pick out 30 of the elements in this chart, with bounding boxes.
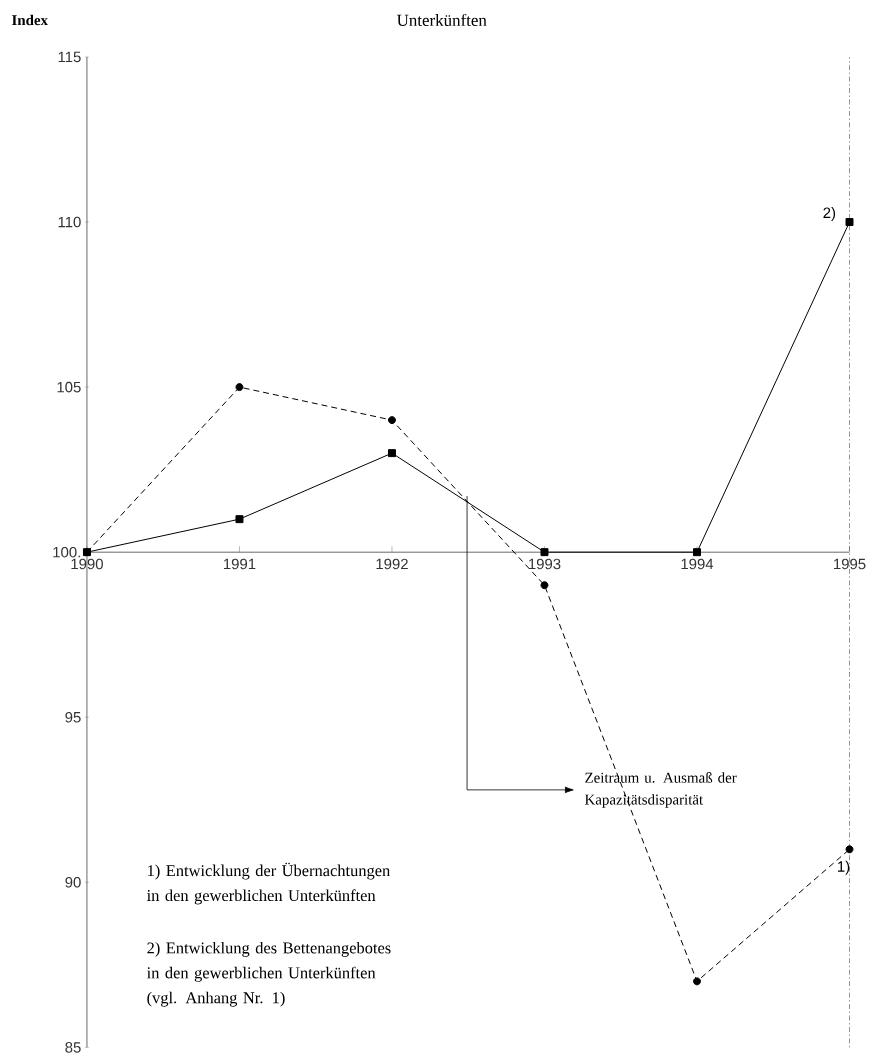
x-tick-label: 1991 — [223, 558, 256, 570]
y-tick-label: 90 — [65, 877, 81, 888]
annotation: 2) — [823, 207, 835, 221]
annotation: 2) Entwicklung des Bettenangebotes in den gewerblichen Unterkünften (vgl. Anhang Nr. 1) — [146, 941, 391, 1007]
y-tick-label: 115 — [58, 51, 81, 63]
annotation: 1) — [837, 860, 849, 875]
point — [387, 449, 396, 458]
point — [692, 977, 701, 986]
x-tick-label: 1992 — [376, 558, 408, 570]
x-tick-label: 1990 — [71, 558, 103, 570]
y-axis-title: Index — [11, 14, 48, 26]
annotation: 1) Entwicklung der Übernachtungen in den gewerblichen Unterkünften — [146, 862, 390, 905]
chart-title: Unterkünften — [396, 13, 487, 27]
x-tick-label: 1993 — [528, 558, 561, 570]
point — [845, 218, 854, 227]
point — [540, 548, 549, 557]
y-tick-label: 105 — [57, 381, 81, 393]
point — [235, 383, 244, 392]
y-tick-label: 110 — [58, 216, 81, 228]
point — [692, 548, 701, 557]
y-tick-label: 85 — [65, 1042, 81, 1053]
y-tick-label: 100. — [53, 546, 80, 558]
x-tick-label: 1995 — [833, 558, 866, 570]
point — [845, 845, 854, 854]
y-tick-label: 95 — [65, 711, 81, 723]
annotation: Zeitraum u. Ausmaß der Kapazitätsdisparität — [584, 772, 737, 808]
point — [235, 515, 244, 524]
point — [540, 581, 549, 590]
x-tick-label: 1994 — [681, 558, 713, 570]
point — [387, 416, 396, 425]
